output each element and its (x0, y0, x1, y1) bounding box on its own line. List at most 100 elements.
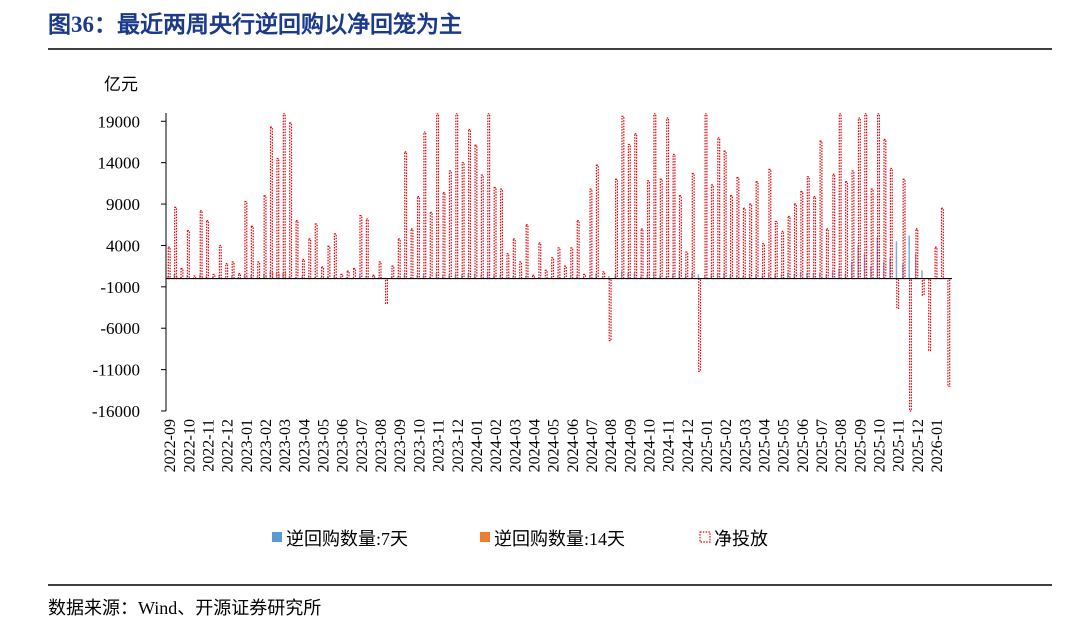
repo-bar (838, 268, 840, 279)
repo-bar (806, 272, 808, 279)
net-injection-bar (659, 178, 663, 280)
y-tick-label: 4000 (106, 236, 140, 255)
x-tick-label: 2025-08 (833, 419, 850, 472)
net-injection-bar (634, 133, 638, 280)
net-injection-bar (314, 223, 318, 280)
repo-bar (167, 276, 169, 279)
net-injection-bar (806, 176, 810, 280)
y-tick-label: 9000 (106, 195, 140, 214)
repo-bar (480, 274, 482, 279)
x-tick-label: 2023-03 (277, 419, 294, 472)
repo-bar (863, 253, 866, 279)
net-injection-bar (301, 258, 305, 280)
net-injection-bar (391, 265, 395, 280)
net-injection-bar (174, 206, 178, 280)
net-injection-bar (653, 113, 657, 280)
net-injection-bar (436, 113, 440, 280)
repo-bar (831, 271, 834, 279)
net-injection-bar (915, 228, 919, 280)
x-tick-label: 2025-07 (814, 419, 831, 472)
net-injection-bar (365, 218, 369, 280)
legend-swatch (272, 532, 282, 542)
net-injection-bar (493, 186, 497, 280)
net-injection-bar (870, 188, 874, 280)
net-injection-bar (512, 238, 516, 280)
repo-bar (576, 275, 578, 279)
net-injection-bar (506, 253, 510, 280)
x-tick-label: 2023-05 (316, 419, 333, 472)
x-tick-label: 2025-12 (910, 419, 927, 472)
net-injection-bar (321, 266, 325, 280)
repo-bar (557, 276, 559, 279)
net-injection-bar (940, 207, 944, 280)
net-injection-bar (499, 188, 503, 280)
net-injection-bar (736, 176, 740, 280)
repo-bar (850, 262, 853, 279)
x-tick-label: 2023-10 (411, 419, 428, 472)
net-injection-bar (947, 277, 951, 387)
net-injection-bar (327, 245, 331, 280)
repo-bar (742, 276, 744, 279)
net-injection-bar (902, 178, 906, 280)
net-injection-bar (685, 251, 689, 280)
net-injection-bar (761, 243, 765, 280)
x-tick-label: 2024-10 (641, 419, 658, 472)
repo-bar (218, 275, 220, 279)
x-tick-label: 2024-02 (488, 419, 505, 472)
repo-bar (320, 276, 323, 279)
net-injection-bar (883, 138, 887, 280)
x-tick-label: 2024-12 (680, 419, 697, 472)
net-injection-bar (231, 261, 235, 280)
net-injection-bar (244, 200, 248, 280)
y-axis-label: 亿元 (104, 75, 138, 94)
net-injection-bar (710, 184, 714, 280)
x-tick-label: 2024-09 (622, 419, 639, 472)
net-injection-bar (404, 151, 408, 280)
x-tick-label: 2024-08 (603, 419, 620, 472)
net-injection-bar (525, 224, 529, 280)
repo-bar (601, 276, 604, 279)
repo-bar (201, 276, 204, 279)
net-injection-bar (563, 265, 567, 280)
net-injection-bar (455, 113, 459, 280)
repo-bar (691, 272, 693, 279)
x-tick-label: 2023-02 (258, 419, 275, 472)
net-injection-bar (838, 113, 842, 280)
net-injection-bar (480, 174, 484, 280)
net-injection-bar (602, 271, 606, 280)
repo-bar (569, 276, 572, 279)
x-tick-label: 2023-07 (354, 419, 371, 472)
x-tick-label: 2025-10 (872, 419, 889, 472)
net-injection-bar (800, 191, 804, 280)
legend-label: 逆回购数量:7天 (286, 529, 408, 549)
net-injection-bar (730, 195, 734, 280)
net-injection-bar (237, 272, 241, 280)
net-injection-bar (576, 220, 580, 280)
net-injection-bar (276, 157, 280, 280)
net-injection-bar (461, 162, 465, 280)
net-injection-bar (218, 244, 222, 280)
net-injection-bar (308, 238, 312, 280)
x-tick-label: 2023-01 (239, 419, 256, 472)
net-injection-bar (640, 228, 644, 280)
repo-bar (793, 273, 795, 279)
repo-bar (755, 274, 757, 279)
x-tick-label: 2023-11 (431, 419, 448, 472)
repo-bar (780, 274, 783, 279)
net-injection-bar (225, 263, 229, 280)
repo-bar (550, 276, 553, 279)
repo-bar (684, 273, 687, 279)
net-injection-bar (615, 178, 619, 280)
net-injection-bar (723, 150, 727, 280)
repo-bar (620, 271, 623, 279)
repo-bar (173, 273, 176, 279)
net-injection-bar (474, 144, 478, 280)
net-injection-bar (423, 131, 427, 280)
repo-bar (525, 276, 527, 279)
y-tick-label: -11000 (92, 361, 140, 380)
repo-bar (774, 273, 776, 279)
net-injection-bar (551, 257, 555, 280)
x-tick-label: 2024-11 (661, 419, 678, 472)
x-tick-label: 2024-06 (565, 419, 582, 472)
net-injection-bar (825, 228, 829, 280)
